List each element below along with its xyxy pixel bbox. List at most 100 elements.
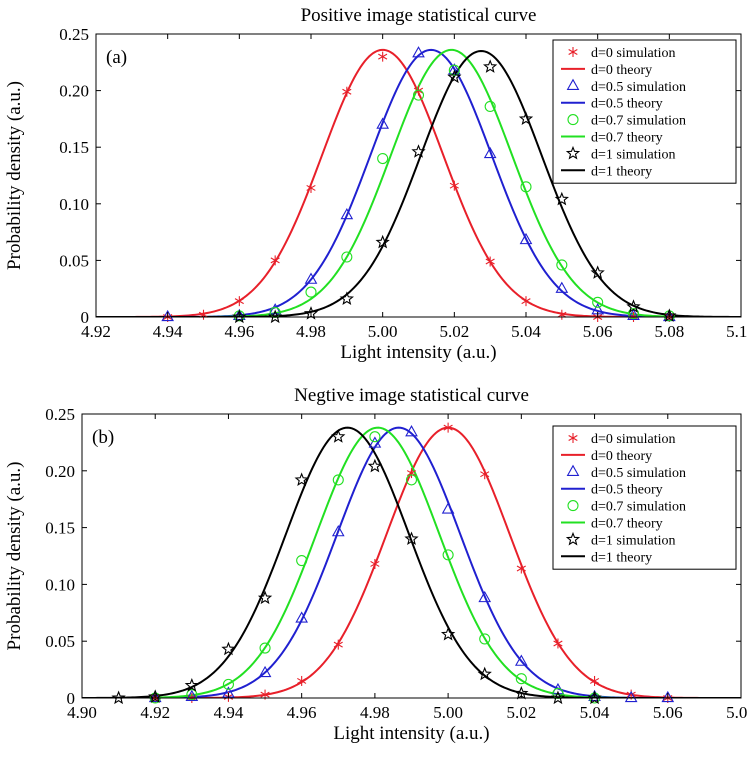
data-point [412, 46, 425, 58]
data-point [232, 309, 247, 324]
data-point [184, 677, 199, 692]
data-point [589, 675, 600, 686]
x-tick-label: 4.92 [81, 322, 111, 341]
data-point [332, 474, 344, 486]
data-point [305, 286, 317, 298]
chart-title: Negtive image statistical curve [294, 385, 529, 406]
data-point [331, 429, 346, 443]
data-point [518, 111, 534, 125]
y-tick-label: 0.20 [45, 462, 75, 481]
data-point [257, 590, 273, 605]
panel-label: (b) [92, 427, 114, 448]
y-tick-label: 0.05 [59, 251, 89, 270]
panel-label: (a) [106, 47, 127, 68]
data-point [550, 690, 566, 705]
data-point [590, 265, 605, 279]
x-tick-label: 5.04 [580, 703, 610, 722]
x-tick-label: 4.90 [67, 703, 97, 722]
data-point [442, 549, 454, 561]
data-point [661, 690, 675, 703]
legend-marker-swatch [568, 47, 578, 57]
data-point [296, 554, 308, 567]
data-point [259, 642, 271, 654]
legend-entry: d=0.5 theory [591, 483, 663, 498]
x-tick-label: 5.02 [439, 322, 469, 341]
y-axis-label: Probability density (a.u.) [4, 81, 25, 270]
data-point [554, 191, 569, 206]
data-point [234, 296, 244, 307]
legend-entry: d=0 theory [591, 63, 652, 78]
y-tick-label: 0.05 [45, 632, 75, 651]
data-point [440, 626, 456, 641]
data-point [186, 689, 198, 701]
x-tick-label: 4.92 [140, 703, 170, 722]
data-point [377, 152, 389, 165]
data-point [331, 525, 345, 537]
axes-frame [95, 33, 742, 318]
legend-entry: d=0.5 simulation [591, 466, 686, 481]
data-point [222, 678, 234, 690]
legend-marker-swatch [566, 464, 580, 476]
data-point [404, 531, 419, 546]
legend: d=0 simulation d=0 theory d=0.5 simulation… [552, 39, 737, 184]
data-point [447, 63, 461, 75]
data-point [514, 654, 528, 666]
data-point [592, 296, 604, 308]
data-point [221, 641, 236, 656]
x-tick-label: 5.00 [433, 703, 463, 722]
data-point [342, 86, 352, 97]
data-point [161, 309, 175, 322]
legend-entry: d=1 theory [591, 550, 652, 565]
legend-entry: d=0.7 simulation [591, 114, 686, 129]
data-point [521, 296, 531, 307]
data-point [557, 309, 567, 320]
x-tick-label: 5.00 [368, 322, 398, 341]
x-axis-label: Light intensity (a.u.) [340, 342, 496, 363]
data-point [626, 299, 641, 313]
y-tick-label: 0 [67, 689, 76, 708]
data-point [662, 308, 677, 322]
data-point [148, 689, 163, 703]
data-point [198, 309, 209, 320]
legend-entry: d=1 theory [591, 164, 652, 179]
legend-box [552, 39, 737, 184]
legend-entry: d=0.7 theory [591, 131, 663, 146]
x-tick-label: 5.04 [511, 322, 541, 341]
legend-entry: d=0 theory [591, 449, 652, 464]
y-tick-label: 0.10 [59, 195, 89, 214]
legend-marker-swatch [568, 433, 578, 443]
data-point [333, 639, 343, 650]
y-axis-label: Probability density (a.u.) [4, 462, 25, 651]
data-point [306, 182, 316, 193]
axes-frame [81, 413, 742, 699]
data-point [443, 422, 453, 433]
x-tick-label: 4.94 [214, 703, 244, 722]
data-point [519, 232, 533, 245]
x-tick-label: 5.06 [583, 322, 613, 341]
x-tick-label: 4.94 [153, 322, 183, 341]
panel-0: Positive image statistical curve 4.92 4.94… [4, 5, 748, 363]
legend-marker-swatch [567, 500, 579, 512]
y-tick-label: 0.15 [45, 519, 75, 538]
data-point [341, 251, 353, 263]
panel-1: Negtive image statistical curve 4.90 4.92 4… [4, 385, 748, 744]
data-point [268, 303, 282, 315]
legend-box [552, 425, 737, 570]
data-point [447, 69, 462, 84]
legend-entry: d=0 simulation [591, 46, 676, 61]
data-point [477, 666, 492, 681]
data-point [297, 675, 307, 686]
data-point [294, 472, 309, 486]
data-point [406, 468, 417, 479]
data-point [405, 474, 418, 486]
data-point [587, 690, 602, 705]
data-point [375, 234, 390, 249]
y-tick-label: 0.20 [59, 82, 89, 101]
x-tick-label: 5.08 [726, 703, 748, 722]
data-point [185, 689, 199, 702]
legend-marker-swatch [566, 78, 580, 90]
data-point [111, 690, 126, 705]
y-tick-label: 0.10 [45, 575, 75, 594]
data-point [627, 308, 640, 321]
